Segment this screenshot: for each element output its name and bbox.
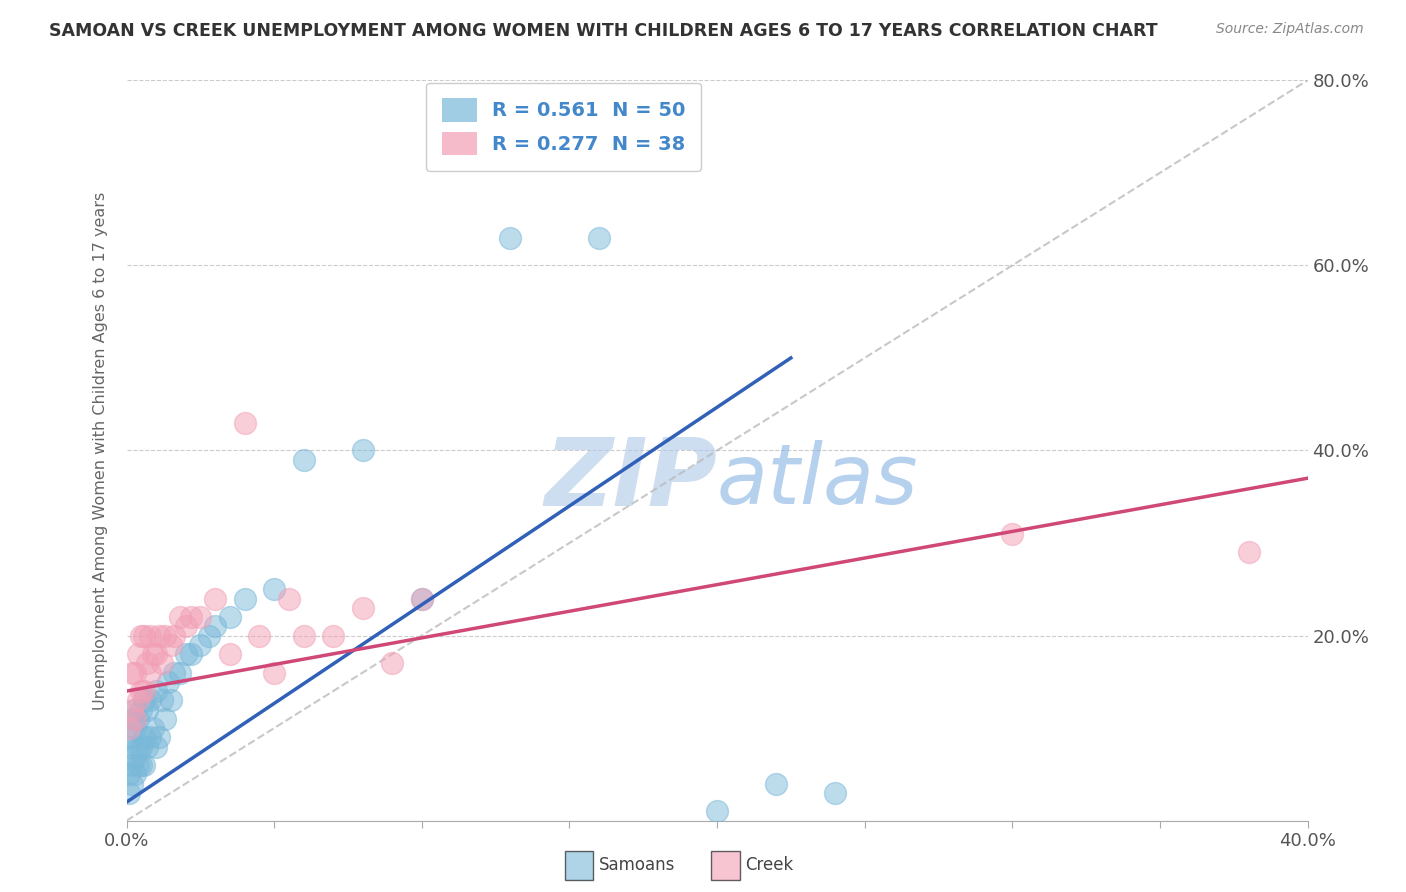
Point — [352, 443, 374, 458]
FancyBboxPatch shape — [565, 851, 593, 880]
Point — [249, 628, 271, 642]
Point — [129, 758, 153, 772]
Point — [121, 758, 143, 772]
Point — [180, 610, 202, 624]
Point — [124, 721, 146, 735]
Point — [292, 452, 315, 467]
Point — [129, 739, 153, 754]
Text: Source: ZipAtlas.com: Source: ZipAtlas.com — [1216, 22, 1364, 37]
Point — [118, 721, 141, 735]
Point — [150, 693, 173, 707]
Point — [121, 665, 143, 680]
Text: Creek: Creek — [745, 856, 793, 874]
Point — [145, 647, 167, 661]
Point — [121, 731, 143, 745]
Point — [263, 582, 285, 597]
Point — [278, 591, 301, 606]
Point — [204, 591, 226, 606]
Point — [139, 693, 162, 707]
Point — [198, 628, 221, 642]
Point — [127, 693, 149, 707]
Point — [127, 739, 149, 754]
Point — [824, 786, 846, 800]
Point — [124, 767, 146, 781]
Point — [1237, 545, 1260, 559]
FancyBboxPatch shape — [711, 851, 740, 880]
Point — [204, 619, 226, 633]
Point — [121, 776, 143, 791]
Point — [145, 684, 167, 698]
Point — [411, 591, 433, 606]
Point — [148, 731, 170, 745]
Point — [127, 758, 149, 772]
Point — [1001, 526, 1024, 541]
Point — [160, 638, 183, 652]
Point — [139, 628, 162, 642]
Point — [142, 647, 165, 661]
Point — [292, 628, 315, 642]
Point — [139, 665, 162, 680]
Point — [127, 712, 149, 726]
Point — [706, 805, 728, 819]
Point — [352, 600, 374, 615]
Point — [142, 721, 165, 735]
Point — [129, 628, 153, 642]
Point — [121, 712, 143, 726]
Point — [145, 739, 167, 754]
Point — [153, 628, 176, 642]
Point — [148, 628, 170, 642]
Point — [124, 665, 146, 680]
Point — [174, 619, 197, 633]
Point — [118, 739, 141, 754]
Point — [124, 712, 146, 726]
Point — [163, 628, 186, 642]
Point — [765, 776, 787, 791]
Point — [381, 657, 404, 671]
Point — [118, 767, 141, 781]
Point — [499, 230, 522, 244]
Point — [124, 703, 146, 717]
Point — [169, 610, 191, 624]
Point — [180, 647, 202, 661]
Point — [263, 665, 285, 680]
Legend: R = 0.561  N = 50, R = 0.277  N = 38: R = 0.561 N = 50, R = 0.277 N = 38 — [426, 83, 702, 171]
Text: Samoans: Samoans — [599, 856, 675, 874]
Point — [134, 628, 156, 642]
Point — [150, 657, 173, 671]
Point — [160, 693, 183, 707]
Point — [219, 610, 242, 624]
Text: atlas: atlas — [717, 440, 918, 521]
Point — [136, 739, 159, 754]
Y-axis label: Unemployment Among Women with Children Ages 6 to 17 years: Unemployment Among Women with Children A… — [93, 192, 108, 709]
Point — [233, 591, 256, 606]
Point — [188, 610, 212, 624]
Point — [129, 703, 153, 717]
Point — [411, 591, 433, 606]
Point — [153, 712, 176, 726]
Point — [136, 657, 159, 671]
Point — [121, 703, 143, 717]
Point — [134, 693, 156, 707]
Point — [127, 647, 149, 661]
Text: ZIP: ZIP — [544, 434, 717, 526]
Point — [124, 748, 146, 763]
Point — [139, 731, 162, 745]
Point — [169, 665, 191, 680]
Point — [163, 665, 186, 680]
Point — [134, 731, 156, 745]
Text: SAMOAN VS CREEK UNEMPLOYMENT AMONG WOMEN WITH CHILDREN AGES 6 TO 17 YEARS CORREL: SAMOAN VS CREEK UNEMPLOYMENT AMONG WOMEN… — [49, 22, 1157, 40]
Point — [129, 684, 153, 698]
Point — [188, 638, 212, 652]
Point — [134, 758, 156, 772]
Point — [156, 674, 179, 689]
Point — [174, 647, 197, 661]
Point — [136, 703, 159, 717]
Point — [322, 628, 344, 642]
Point — [134, 684, 156, 698]
Point — [219, 647, 242, 661]
Point — [588, 230, 610, 244]
Point — [233, 416, 256, 430]
Point — [118, 786, 141, 800]
